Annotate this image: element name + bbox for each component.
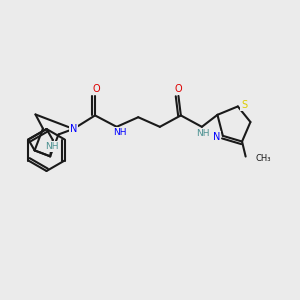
Text: O: O: [175, 84, 182, 94]
Text: N: N: [70, 124, 77, 134]
Text: NH: NH: [196, 129, 210, 138]
Text: NH: NH: [113, 128, 127, 137]
Text: O: O: [93, 84, 101, 94]
Text: S: S: [242, 100, 248, 110]
Text: N: N: [213, 132, 220, 142]
Text: CH₃: CH₃: [255, 154, 271, 163]
Text: NH: NH: [45, 142, 58, 151]
